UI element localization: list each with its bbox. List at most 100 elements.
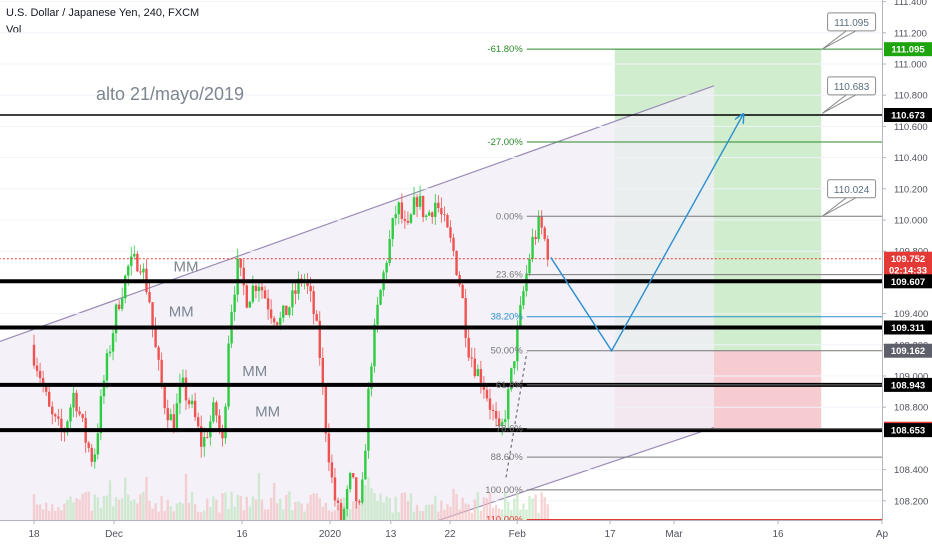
volume-bar [376, 500, 379, 520]
candle-body [470, 357, 473, 359]
time-axis[interactable]: 18 Dec 16 2020 13 22 Feb 17 Mar 16 Ap [0, 520, 932, 550]
candle-body [449, 227, 452, 238]
volume-bar [279, 498, 282, 520]
candle-body [254, 285, 258, 292]
price-axis[interactable]: 111.400 111.200 111.000 110.800 110.600 110.4… [882, 0, 932, 550]
candle-body [345, 489, 349, 509]
price-badge[interactable] [884, 108, 932, 123]
time-tick-label: 18 [28, 529, 40, 540]
volume-bar [306, 503, 309, 520]
volume-bar [494, 504, 498, 520]
candle-body [200, 426, 203, 447]
volume-bar [193, 504, 197, 520]
candle-body [44, 385, 48, 392]
candle-body [239, 258, 242, 268]
price-badge[interactable] [884, 343, 932, 358]
time-tick-label: 17 [604, 529, 616, 540]
candle-body [227, 343, 230, 407]
fib-level-label: -27.00% [487, 137, 523, 148]
price-badge[interactable] [884, 274, 932, 289]
time-tick-label: 2020 [319, 529, 342, 540]
price-tick-label: 110.000 [894, 216, 928, 227]
volume-bar [449, 506, 452, 520]
volume-bar [111, 506, 115, 520]
candle-body [233, 294, 236, 312]
candle-body [464, 298, 467, 338]
candle-body [315, 313, 318, 321]
volume-bar [373, 493, 376, 520]
volume-bar [282, 509, 285, 520]
price-badge[interactable] [884, 320, 932, 335]
candle-body [364, 450, 367, 480]
candle-body [434, 202, 437, 217]
volume-bar [93, 494, 96, 520]
price-badge-text: 109.311 [891, 323, 926, 334]
candle-body [148, 292, 151, 303]
volume-bar [57, 506, 60, 520]
volume-bar [434, 495, 437, 520]
candle-body [482, 385, 486, 390]
volume-bar [507, 501, 510, 520]
volume-bar [108, 480, 112, 520]
price-tick-label: 111.200 [894, 28, 927, 39]
candle-body [130, 256, 133, 266]
volume-bar [394, 496, 397, 520]
volume-bar [269, 497, 273, 520]
callout-pointer [821, 196, 858, 217]
candle-body [117, 304, 121, 309]
price-tick-label: 111.000 [894, 60, 927, 71]
candle-body [51, 406, 54, 415]
volume-bar [69, 496, 72, 520]
price-badge-text: 108.943 [891, 380, 925, 391]
price-tick-label: 108.200 [894, 496, 928, 507]
volume-bar [348, 508, 352, 520]
volume-bar [44, 502, 48, 520]
candle-body [397, 202, 400, 215]
volume-bar [364, 485, 367, 520]
projection-path[interactable] [550, 115, 743, 353]
channel-upper-line[interactable] [0, 85, 715, 343]
volume-bar [421, 511, 425, 520]
price-badge[interactable] [884, 423, 932, 438]
price-badge[interactable] [884, 377, 932, 392]
volume-bar [81, 493, 84, 520]
candle-body [352, 473, 355, 478]
volume-bar [291, 510, 294, 520]
callout-text: 110.024 [834, 185, 870, 196]
volume-bar [114, 497, 118, 520]
volume-bar [251, 496, 255, 520]
price-badge[interactable] [884, 251, 932, 266]
price-tick-label: 110.200 [894, 184, 928, 195]
volume-bar [41, 509, 45, 520]
volume-bar [428, 504, 431, 520]
volume-bar [479, 510, 483, 520]
volume-bar [497, 508, 501, 520]
candle-body [519, 305, 522, 328]
candle-body [245, 285, 248, 308]
candle-body [139, 271, 142, 273]
candle-body [136, 253, 139, 272]
candle-body [276, 322, 279, 325]
callout-box [827, 76, 877, 96]
candle-body [330, 462, 334, 478]
chart-title: U.S. Dollar / Japanese Yen, 240, FXCM [6, 7, 200, 19]
candle-body [494, 410, 498, 419]
volume-bar [370, 487, 373, 520]
candle-body [376, 304, 379, 325]
price-badge[interactable] [884, 42, 932, 57]
volume-bar [230, 491, 233, 520]
candle-body [124, 275, 127, 299]
price-badge[interactable] [884, 262, 932, 277]
annotation-mm: MM [169, 304, 194, 321]
volume-bar [461, 497, 464, 520]
channel-lower-line[interactable] [417, 426, 715, 528]
volume-bar [543, 497, 546, 520]
volume-bar [200, 512, 203, 520]
projection-arrow[interactable] [550, 115, 743, 353]
fib-level-label: -61.80% [487, 44, 523, 55]
fib-level-label: 0.00% [496, 211, 523, 222]
candle-body [327, 433, 331, 463]
volume-bar [540, 492, 543, 520]
volume-bar [227, 508, 230, 520]
